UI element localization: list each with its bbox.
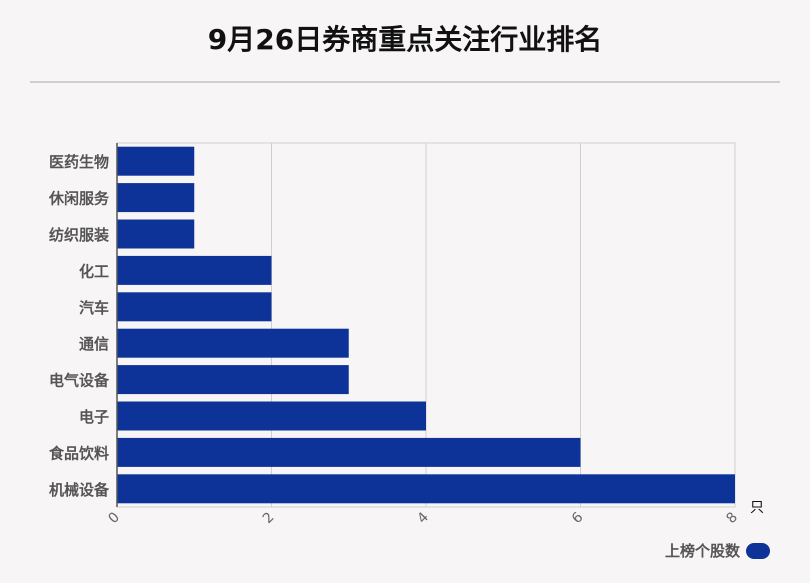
category-label: 通信 xyxy=(79,335,109,353)
category-label: 电子 xyxy=(79,408,109,426)
bar xyxy=(117,219,195,249)
bar xyxy=(117,474,735,504)
legend-label: 上榜个股数 xyxy=(664,542,740,560)
x-tick-label: 2 xyxy=(260,509,278,527)
x-tick-label: 0 xyxy=(105,509,123,527)
bar xyxy=(117,292,272,322)
x-tick-label: 8 xyxy=(723,509,741,527)
legend: 上榜个股数 xyxy=(665,540,770,561)
x-unit-label: 只 xyxy=(750,500,764,516)
bar xyxy=(117,328,349,358)
x-tick-label: 4 xyxy=(414,509,432,527)
bar xyxy=(117,183,195,213)
legend-swatch xyxy=(746,542,770,559)
title-divider xyxy=(30,81,780,83)
bar xyxy=(117,255,272,285)
category-label: 汽车 xyxy=(79,299,109,317)
category-label: 休闲服务 xyxy=(48,190,110,208)
category-label: 食品饮料 xyxy=(49,444,109,462)
category-label: 电气设备 xyxy=(49,372,110,390)
category-label: 医药生物 xyxy=(49,153,109,171)
bar xyxy=(117,146,195,176)
category-label: 纺织服装 xyxy=(49,226,110,244)
category-label: 机械设备 xyxy=(49,481,110,499)
x-tick-label: 6 xyxy=(569,509,587,527)
bar xyxy=(117,365,349,395)
category-label: 化工 xyxy=(79,262,109,280)
chart-title: 9月26日券商重点关注行业排名 xyxy=(207,23,603,56)
bar xyxy=(117,437,581,467)
bar xyxy=(117,401,426,431)
